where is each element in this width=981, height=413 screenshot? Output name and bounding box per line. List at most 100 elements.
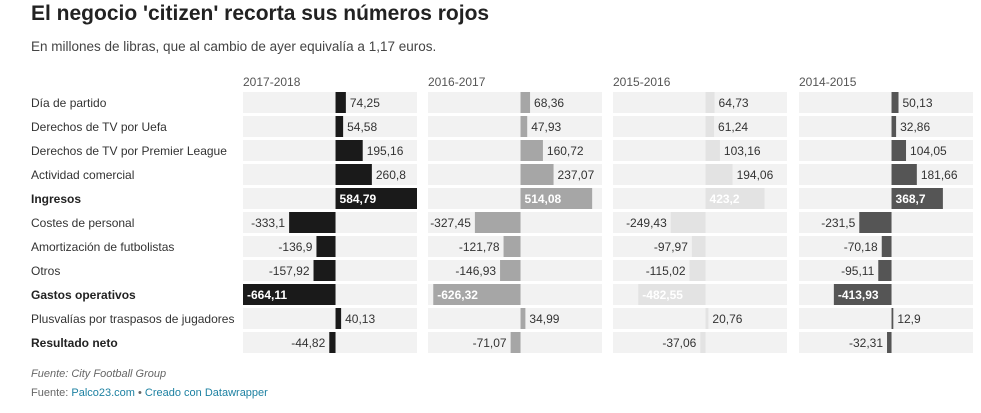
row-background (428, 308, 602, 329)
row-background (428, 164, 602, 185)
bar-2016-2017-dia-de-partido (520, 92, 531, 113)
value-label-2017-2018-costes-de-personal: -333,1 (251, 216, 285, 230)
bar-2017-2018-gastos-operativos (243, 284, 336, 305)
value-label-2014-2015-plusvalias-por-traspasos-de-jugadores: 12,9 (897, 312, 921, 326)
bar-2015-2016-ingresos (705, 188, 765, 209)
row-background (613, 116, 787, 137)
bar-2017-2018-otros (313, 260, 336, 281)
value-label-2015-2016-derechos-de-tv-por-premier-league: 103,16 (724, 144, 761, 158)
value-label-2014-2015-amortizacion-de-futbolistas: -70,18 (844, 240, 878, 254)
bar-2016-2017-actividad-comercial (520, 164, 554, 185)
value-label-2017-2018-derechos-de-tv-por-premier-league: 195,16 (367, 144, 404, 158)
row-background (613, 92, 787, 113)
bar-2015-2016-costes-de-personal (670, 212, 706, 233)
bar-2014-2015-resultado-neto (887, 332, 892, 353)
bar-2015-2016-gastos-operativos (638, 284, 706, 305)
value-label-2016-2017-costes-de-personal: -327,45 (430, 216, 471, 230)
row-background (799, 164, 973, 185)
bar-2016-2017-resultado-neto (510, 332, 521, 353)
bar-2014-2015-derechos-de-tv-por-premier-league (891, 140, 907, 161)
value-label-2015-2016-costes-de-personal: -249,43 (626, 216, 667, 230)
value-label-2014-2015-actividad-comercial: 181,66 (921, 168, 958, 182)
row-background (799, 116, 973, 137)
value-label-2017-2018-otros: -157,92 (269, 264, 310, 278)
value-label-2016-2017-derechos-de-tv-por-premier-league: 160,72 (547, 144, 584, 158)
value-label-2014-2015-costes-de-personal: -231,5 (821, 216, 855, 230)
row-background (799, 308, 973, 329)
value-label-2015-2016-ingresos: 423,2 (710, 192, 740, 206)
value-label-2014-2015-gastos-operativos: -413,93 (838, 288, 879, 302)
value-label-2017-2018-ingresos: 584,79 (340, 192, 377, 206)
bar-2014-2015-amortizacion-de-futbolistas (881, 236, 892, 257)
value-label-2016-2017-derechos-de-tv-por-uefa: 47,93 (531, 120, 561, 134)
bar-2016-2017-gastos-operativos (433, 284, 521, 305)
bar-2016-2017-amortizacion-de-futbolistas (503, 236, 521, 257)
row-background (613, 164, 787, 185)
row-background (243, 164, 417, 185)
row-background (243, 116, 417, 137)
bar-2014-2015-actividad-comercial (891, 164, 917, 185)
bar-2015-2016-derechos-de-tv-por-premier-league (705, 140, 720, 161)
credits-line: Fuente: Palco23.com • Creado con Datawra… (31, 387, 268, 399)
bar-2016-2017-derechos-de-tv-por-premier-league (520, 140, 543, 161)
row-label-tv-uefa: Derechos de TV por Uefa (31, 120, 167, 134)
row-label-costes-personal: Costes de personal (31, 216, 135, 230)
bar-2017-2018-actividad-comercial (335, 164, 372, 185)
value-label-2016-2017-gastos-operativos: -626,32 (437, 288, 478, 302)
bar-2017-2018-costes-de-personal (289, 212, 336, 233)
bar-2014-2015-ingresos (891, 188, 943, 209)
row-background (799, 332, 973, 353)
bar-2014-2015-dia-de-partido (891, 92, 899, 113)
bar-2016-2017-otros (500, 260, 521, 281)
bar-2016-2017-plusvalias-por-traspasos-de-jugadores (520, 308, 526, 329)
credits-separator: • (134, 387, 145, 399)
source-note: Fuente: City Football Group (31, 368, 167, 380)
bar-2015-2016-actividad-comercial (705, 164, 733, 185)
value-label-2017-2018-plusvalias-por-traspasos-de-jugadores: 40,13 (345, 312, 375, 326)
bar-2015-2016-otros (689, 260, 706, 281)
value-label-2015-2016-dia-de-partido: 64,73 (719, 96, 749, 110)
bar-2016-2017-ingresos (520, 188, 593, 209)
column-header-2015-2016: 2015-2016 (613, 75, 671, 89)
bar-2014-2015-derechos-de-tv-por-uefa (891, 116, 897, 137)
bar-2017-2018-derechos-de-tv-por-uefa (335, 116, 344, 137)
value-label-2015-2016-gastos-operativos: -482,55 (642, 288, 683, 302)
value-label-2016-2017-dia-de-partido: 68,36 (534, 96, 564, 110)
bar-2017-2018-derechos-de-tv-por-premier-league (335, 140, 363, 161)
row-background (613, 308, 787, 329)
bar-2015-2016-derechos-de-tv-por-uefa (705, 116, 715, 137)
chart-title: El negocio 'citizen' recorta sus números… (31, 2, 490, 25)
bar-2017-2018-amortizacion-de-futbolistas (316, 236, 336, 257)
value-label-2016-2017-ingresos: 514,08 (525, 192, 562, 206)
bar-2015-2016-amortizacion-de-futbolistas (691, 236, 706, 257)
datawrapper-link[interactable]: Creado con Datawrapper (144, 387, 268, 399)
value-label-2016-2017-actividad-comercial: 237,07 (558, 168, 595, 182)
bar-2014-2015-otros (878, 260, 892, 281)
bar-2017-2018-resultado-neto (329, 332, 336, 353)
bar-2014-2015-plusvalias-por-traspasos-de-jugadores (891, 308, 894, 329)
row-background (799, 188, 973, 209)
bar-2014-2015-gastos-operativos (833, 284, 892, 305)
chart-subtitle: En millones de libras, que al cambio de … (31, 39, 437, 54)
value-label-2014-2015-dia-de-partido: 50,13 (903, 96, 933, 110)
value-label-2016-2017-amortizacion-de-futbolistas: -121,78 (459, 240, 500, 254)
value-label-2016-2017-resultado-neto: -71,07 (473, 336, 507, 350)
value-label-2014-2015-derechos-de-tv-por-premier-league: 104,05 (910, 144, 947, 158)
bar-2016-2017-derechos-de-tv-por-uefa (520, 116, 528, 137)
value-label-2017-2018-actividad-comercial: 260,8 (376, 168, 406, 182)
row-label-actividad-comercial: Actividad comercial (31, 168, 135, 182)
bar-2015-2016-resultado-neto (700, 332, 706, 353)
value-label-2015-2016-derechos-de-tv-por-uefa: 61,24 (718, 120, 748, 134)
bar-2017-2018-dia-de-partido (335, 92, 346, 113)
bar-2014-2015-costes-de-personal (859, 212, 892, 233)
value-label-2015-2016-amortizacion-de-futbolistas: -97,97 (654, 240, 688, 254)
row-label-resultado-neto: Resultado neto (31, 336, 118, 350)
value-label-2014-2015-ingresos: 368,7 (896, 192, 926, 206)
column-header-2017-2018: 2017-2018 (243, 75, 301, 89)
value-label-2017-2018-resultado-neto: -44,82 (291, 336, 325, 350)
value-label-2014-2015-otros: -95,11 (841, 264, 874, 278)
bar-2015-2016-plusvalias-por-traspasos-de-jugadores (705, 308, 709, 329)
value-label-2015-2016-plusvalias-por-traspasos-de-jugadores: 20,76 (712, 312, 742, 326)
palco23-link[interactable]: Palco23.com (71, 387, 135, 399)
